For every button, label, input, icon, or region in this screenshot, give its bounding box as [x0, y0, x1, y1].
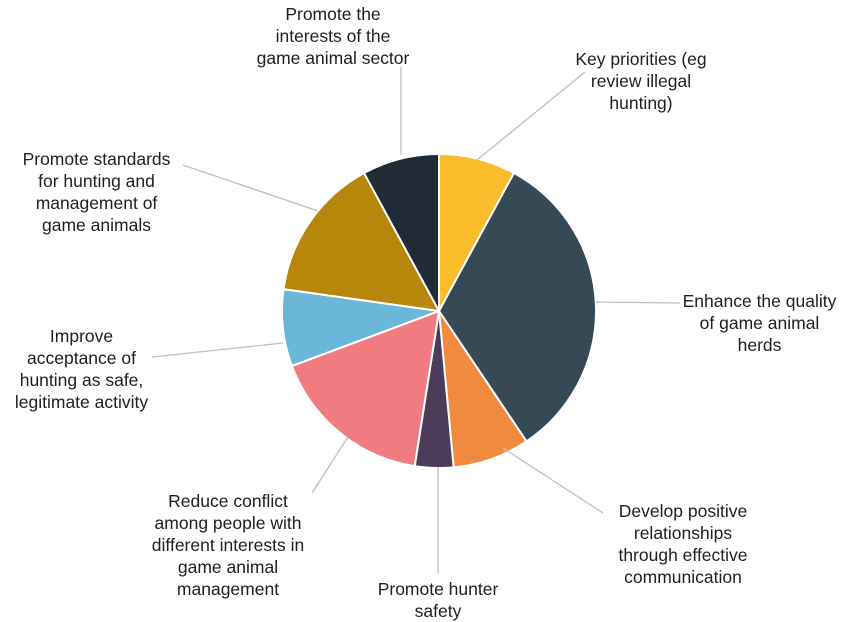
leader-line-enhance-quality — [595, 301, 681, 304]
leader-line-reduce-conflict — [311, 436, 349, 494]
leader-line-promote-standards — [182, 164, 319, 212]
label-improve-acceptance: Improve acceptance of hunting as safe, l… — [14, 326, 149, 412]
pie-slice-7 — [282, 171, 441, 313]
pie-slice-2 — [437, 171, 597, 443]
leader-line-develop-relationships — [502, 447, 604, 514]
pie-slice-8 — [362, 152, 440, 312]
label-develop-relationships: Develop positive relationships through e… — [618, 501, 748, 587]
label-enhance-quality: Enhance the quality of game animal herds — [682, 291, 837, 355]
label-hunter-safety: Promote hunter safety — [377, 579, 499, 621]
label-key-priorities: Key priorities (eg review illegal huntin… — [575, 49, 707, 113]
leader-line-improve-acceptance — [151, 342, 284, 358]
leader-line-key-priorities — [476, 71, 586, 161]
pie-slice-5 — [290, 309, 441, 468]
label-promote-standards: Promote standards for hunting and manage… — [22, 149, 171, 235]
label-promote-interests: Promote the interests of the game animal… — [256, 4, 410, 68]
pie-slices — [281, 152, 597, 469]
leader-lines — [151, 67, 681, 573]
label-reduce-conflict: Reduce conflict among people with differ… — [151, 491, 305, 599]
